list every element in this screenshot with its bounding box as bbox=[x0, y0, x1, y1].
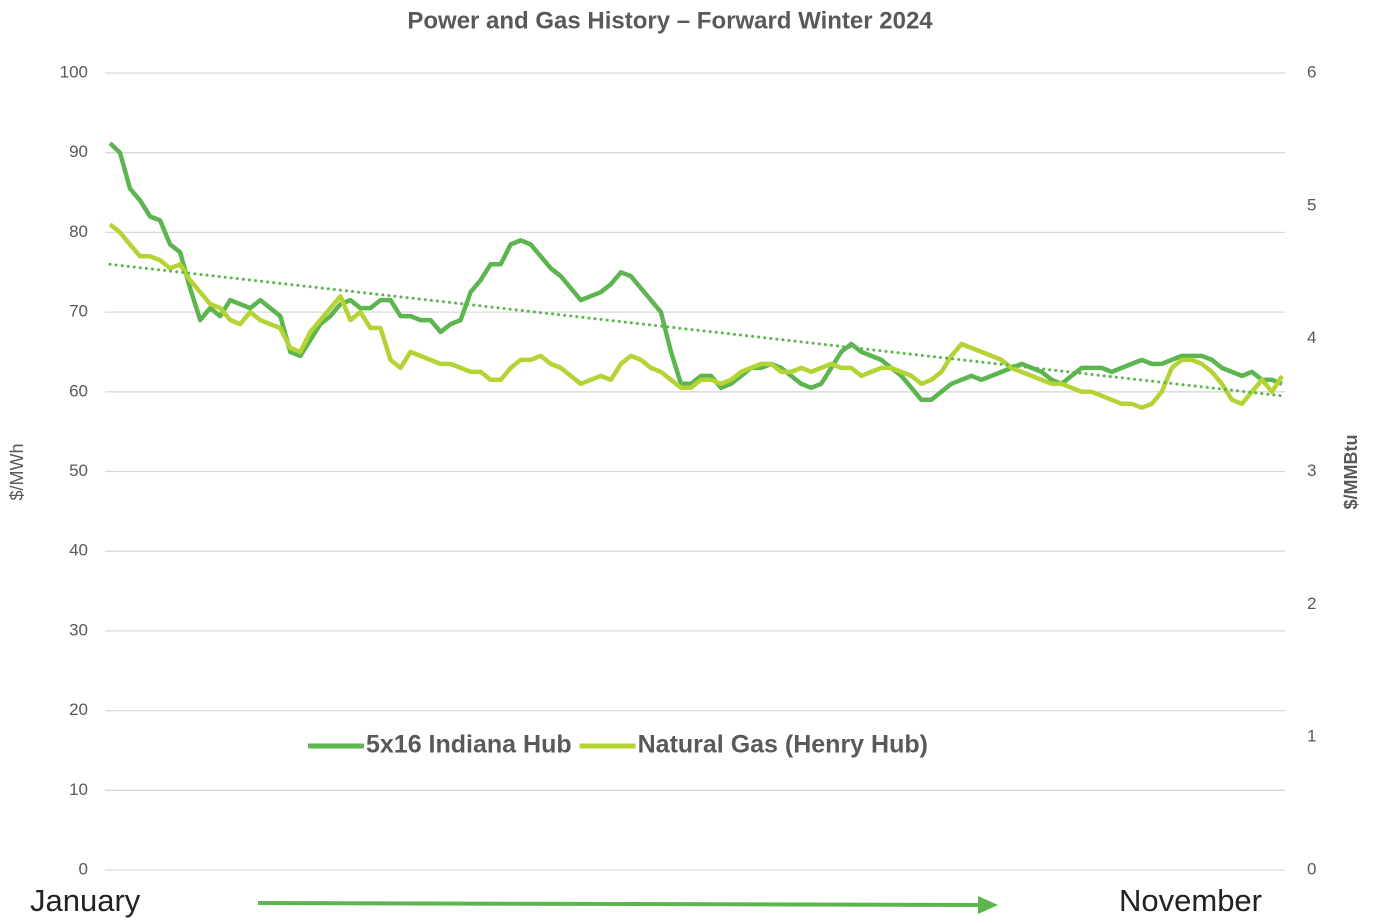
x-tick-label: November bbox=[1119, 883, 1262, 918]
y-tick-label: 50 bbox=[69, 461, 88, 480]
y2-tick-label: 0 bbox=[1307, 859, 1316, 878]
y-tick-label: 100 bbox=[60, 62, 88, 81]
y-tick-label: 20 bbox=[69, 700, 88, 719]
y2-axis-label: $/MMBtu bbox=[1341, 435, 1361, 510]
y2-tick-label: 3 bbox=[1307, 461, 1316, 480]
series-line bbox=[108, 141, 1283, 403]
y2-tick-label: 1 bbox=[1307, 727, 1316, 746]
trendline bbox=[108, 262, 1284, 398]
legend-label: Natural Gas (Henry Hub) bbox=[638, 731, 928, 759]
series-line bbox=[108, 222, 1284, 410]
y2-tick-label: 4 bbox=[1307, 328, 1316, 347]
legend-label: 5x16 Indiana Hub bbox=[366, 731, 572, 759]
y-tick-label: 0 bbox=[79, 859, 88, 878]
y2-tick-label: 2 bbox=[1307, 594, 1316, 613]
y-axis-label: $/MWh bbox=[7, 443, 27, 500]
y-tick-label: 60 bbox=[69, 381, 88, 400]
y-tick-label: 40 bbox=[69, 541, 88, 560]
y-tick-label: 70 bbox=[69, 302, 88, 321]
y-tick-label: 90 bbox=[69, 142, 88, 161]
y2-tick-label: 6 bbox=[1307, 62, 1316, 81]
y-tick-label: 10 bbox=[69, 780, 88, 799]
y-tick-label: 30 bbox=[69, 620, 88, 639]
time-arrow bbox=[257, 901, 986, 907]
x-tick-label: January bbox=[30, 883, 141, 918]
chart-title: Power and Gas History – Forward Winter 2… bbox=[407, 7, 933, 34]
y-tick-label: 80 bbox=[69, 222, 88, 241]
time-arrow-head bbox=[978, 896, 998, 914]
y2-tick-label: 5 bbox=[1307, 195, 1316, 214]
